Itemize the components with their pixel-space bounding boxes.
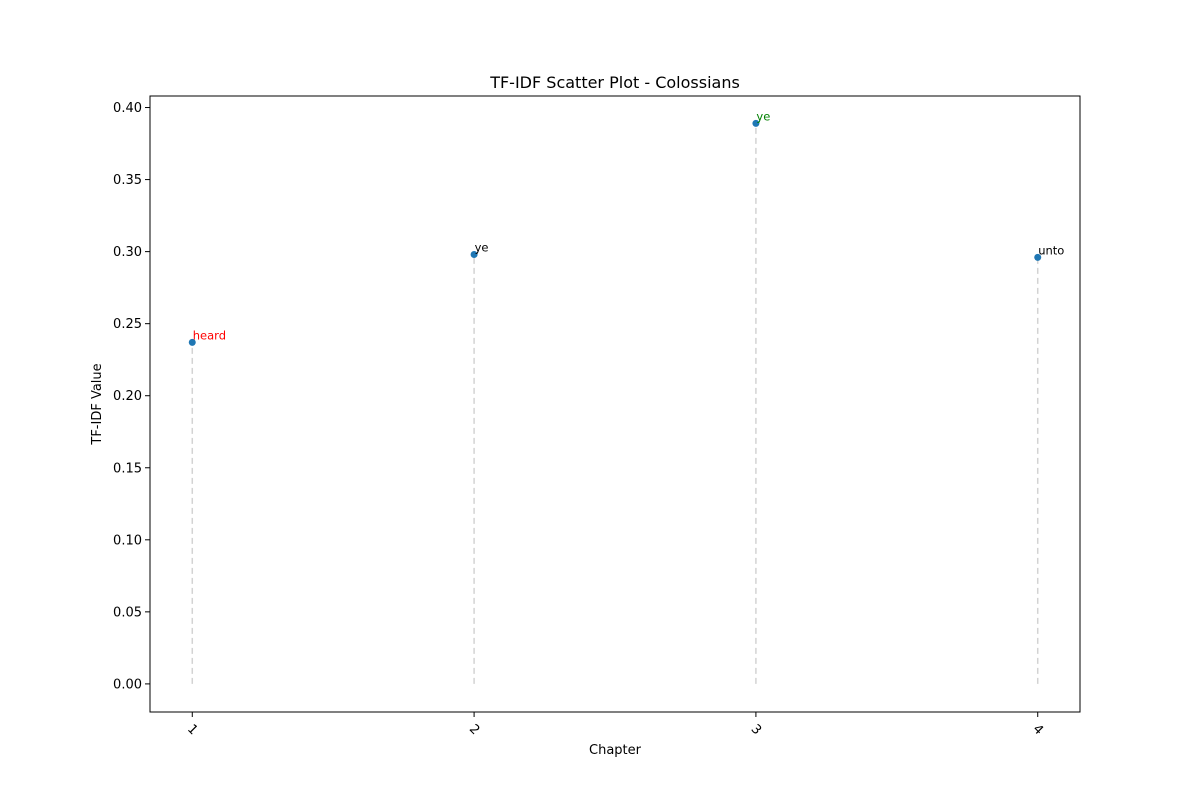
y-tick-label: 0.35	[113, 173, 142, 188]
point-label: ye	[475, 241, 489, 255]
y-tick-label: 0.25	[113, 317, 142, 332]
y-tick-label: 0.20	[113, 389, 142, 404]
x-tick-label: 2	[466, 722, 482, 738]
data-point	[1034, 253, 1042, 261]
point-label: heard	[193, 328, 226, 342]
plot-frame	[149, 95, 1081, 713]
y-tick-label: 0.10	[113, 533, 142, 548]
data-point	[188, 338, 196, 346]
point-label: ye	[756, 109, 770, 123]
x-tick-label: 4	[1029, 722, 1045, 738]
y-axis-label: TF-IDF Value	[90, 363, 105, 445]
point-label: unto	[1038, 243, 1064, 257]
y-tick-label: 0.05	[113, 605, 142, 620]
data-point	[752, 119, 760, 127]
y-axis-ticks: 0.00 0.05 0.10 0.15 0.20 0.25 0.30 0.35 0.40	[113, 101, 150, 692]
data-points	[188, 119, 1042, 346]
data-point	[470, 251, 478, 259]
y-tick-label: 0.30	[113, 245, 142, 260]
y-tick-label: 0.00	[113, 677, 142, 692]
stem-lines	[191, 123, 1039, 684]
y-tick-label: 0.15	[113, 461, 142, 476]
x-tick-label: 3	[748, 722, 764, 738]
x-tick-label: 1	[184, 722, 200, 738]
x-axis-label: Chapter	[589, 743, 642, 758]
y-tick-label: 0.40	[113, 101, 142, 116]
chart-title: TF-IDF Scatter Plot - Colossians	[489, 73, 740, 92]
point-labels: heard ye ye unto	[193, 109, 1065, 342]
x-axis-ticks: 1 2 3 4	[184, 712, 1046, 738]
